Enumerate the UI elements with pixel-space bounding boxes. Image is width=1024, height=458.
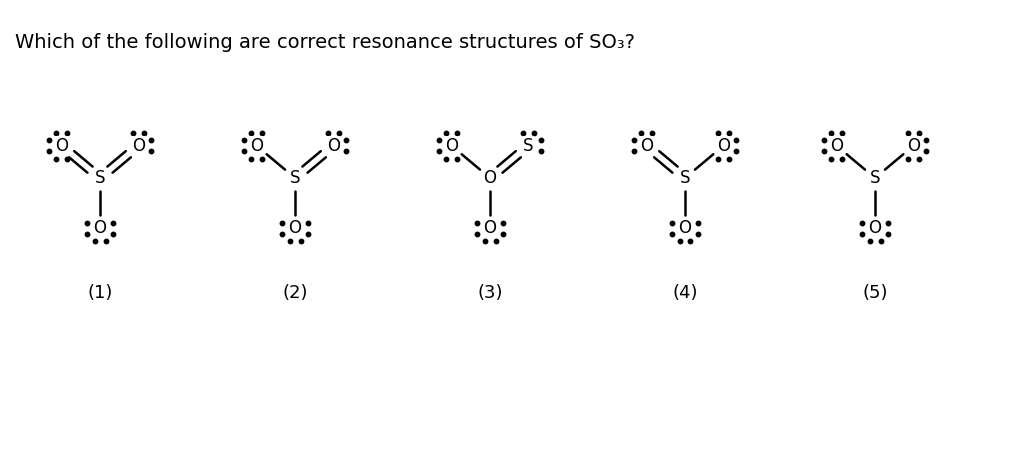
Text: O: O	[55, 137, 69, 155]
Text: O: O	[483, 219, 497, 237]
Text: O: O	[640, 137, 653, 155]
Text: O: O	[830, 137, 843, 155]
Text: S: S	[523, 137, 534, 155]
Text: Which of the following are correct resonance structures of SO₃?: Which of the following are correct reson…	[15, 33, 635, 52]
Text: S: S	[869, 169, 881, 187]
Text: O: O	[327, 137, 340, 155]
Text: S: S	[95, 169, 105, 187]
Text: O: O	[868, 219, 882, 237]
Text: O: O	[483, 169, 497, 187]
Text: O: O	[907, 137, 920, 155]
Text: S: S	[680, 169, 690, 187]
Text: O: O	[132, 137, 144, 155]
Text: (5): (5)	[862, 284, 888, 302]
Text: S: S	[290, 169, 300, 187]
Text: O: O	[93, 219, 106, 237]
Text: O: O	[250, 137, 263, 155]
Text: O: O	[445, 137, 458, 155]
Text: (2): (2)	[283, 284, 308, 302]
Text: O: O	[717, 137, 730, 155]
Text: (3): (3)	[477, 284, 503, 302]
Text: (4): (4)	[672, 284, 697, 302]
Text: O: O	[289, 219, 301, 237]
Text: O: O	[679, 219, 691, 237]
Text: (1): (1)	[87, 284, 113, 302]
